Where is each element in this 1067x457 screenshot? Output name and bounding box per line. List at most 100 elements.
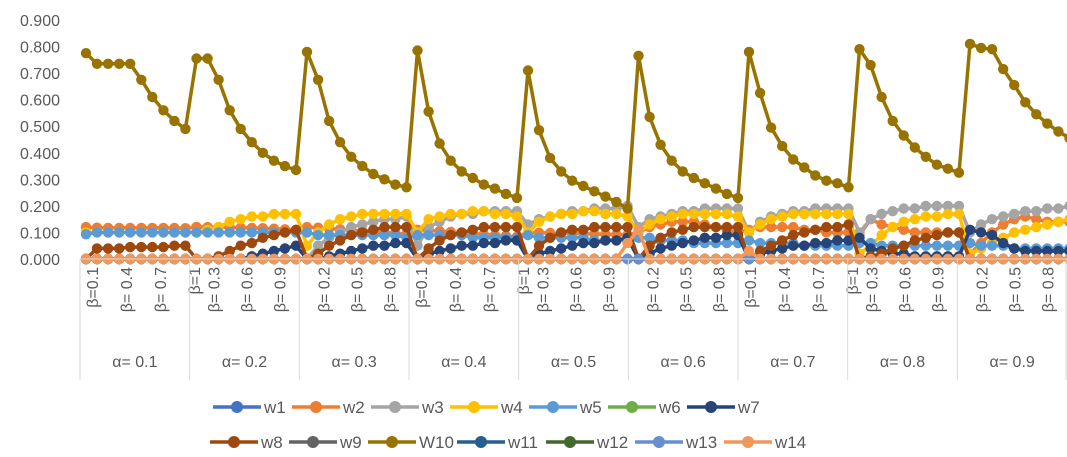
data-point — [589, 221, 600, 233]
data-point — [423, 229, 434, 241]
data-point — [710, 208, 722, 220]
data-point — [931, 229, 943, 241]
data-point — [600, 208, 611, 220]
data-point — [511, 221, 523, 233]
data-point — [810, 224, 821, 235]
data-point — [334, 214, 346, 225]
legend-label: w7 — [737, 398, 760, 417]
data-point — [765, 221, 777, 233]
data-point — [777, 221, 788, 233]
data-point — [677, 224, 688, 235]
data-point — [1053, 245, 1064, 257]
data-point — [500, 208, 512, 220]
group-label: α= 0.6 — [661, 354, 706, 371]
data-point — [799, 240, 810, 251]
group-label: α= 0.3 — [332, 354, 377, 371]
legend-label: w6 — [658, 398, 681, 417]
y-axis: 0.000 0.100 0.200 0.300 0.400 0.500 0.600 0.700… — [20, 13, 60, 269]
data-point — [500, 188, 512, 200]
data-point — [920, 232, 931, 243]
data-point — [688, 221, 699, 233]
x-axis: α= 0.1β=0.1 β= 0.4 β= 0.7 β=1α= 0.2β= 0.3 β=… — [79, 258, 1067, 380]
data-point — [765, 214, 777, 225]
data-point — [102, 227, 114, 238]
x-tick-label: β=1 — [845, 267, 862, 295]
data-point — [556, 243, 567, 254]
data-point — [677, 216, 688, 227]
x-tick-label: β= 0.4 — [448, 267, 465, 312]
data-point — [777, 140, 788, 152]
data-point — [578, 237, 589, 249]
x-tick-label: β= 0.5 — [678, 267, 695, 312]
plot-area — [80, 38, 1067, 265]
data-point — [777, 243, 788, 254]
data-point — [986, 229, 998, 241]
data-point — [843, 219, 854, 230]
data-point — [931, 200, 943, 212]
data-point — [434, 235, 445, 246]
data-point — [821, 175, 832, 186]
data-point — [622, 211, 633, 222]
x-tick-label: β= 0.3 — [207, 267, 224, 312]
data-point — [401, 237, 412, 249]
y-tick-label: 0.200 — [20, 199, 60, 216]
group-label: α= 0.1 — [112, 354, 157, 371]
data-point — [346, 151, 357, 162]
data-point — [600, 191, 611, 202]
legend: w1 w2 w3 w4 w5 w6 w7 w8 w9 W10 w11 w12 w13 w14 — [210, 398, 806, 452]
data-point — [390, 208, 401, 220]
legend-label: w2 — [342, 398, 365, 417]
data-point — [699, 221, 710, 233]
data-point — [500, 235, 512, 246]
legend-label: w5 — [579, 398, 602, 417]
data-point — [633, 50, 644, 61]
data-point — [1031, 245, 1042, 257]
data-point — [467, 232, 478, 243]
data-point — [379, 208, 390, 220]
data-point — [655, 232, 666, 243]
data-point — [777, 211, 788, 222]
data-point — [975, 227, 987, 238]
data-point — [732, 192, 744, 204]
data-point — [290, 240, 302, 251]
data-point — [257, 232, 268, 243]
data-point — [898, 130, 909, 141]
x-tick-label: β= 0.7 — [153, 267, 170, 312]
data-point — [799, 162, 810, 173]
x-tick-label: β= 0.4 — [119, 267, 136, 312]
legend-swatch-marker — [564, 436, 576, 448]
data-point — [180, 123, 191, 135]
data-point — [754, 237, 766, 249]
legend-swatch-marker — [626, 401, 638, 413]
x-tick-label: β= 0.6 — [569, 267, 586, 312]
legend-swatch-marker — [310, 401, 322, 413]
data-point — [998, 219, 1009, 230]
data-point — [467, 240, 478, 251]
data-point — [832, 221, 843, 233]
legend-item-w5: w5 — [529, 398, 602, 417]
legend-item-w13: w13 — [635, 433, 717, 452]
data-point — [743, 227, 755, 238]
data-point — [434, 245, 445, 257]
data-point — [821, 221, 832, 233]
data-point — [147, 91, 158, 103]
data-point — [478, 206, 489, 217]
data-point — [180, 240, 191, 251]
legend-item-w10: W10 — [368, 433, 454, 452]
data-point — [213, 74, 224, 86]
data-point — [279, 243, 291, 254]
legend-label: w13 — [685, 433, 717, 452]
data-point — [975, 240, 987, 251]
data-point — [964, 38, 976, 50]
data-point — [368, 208, 379, 220]
legend-swatch-marker — [389, 401, 401, 413]
legend-item-w8: w8 — [210, 433, 283, 452]
data-point — [777, 235, 788, 246]
data-point — [456, 240, 467, 251]
legend-label: w3 — [421, 398, 444, 417]
data-point — [158, 105, 169, 116]
data-point — [379, 221, 390, 233]
data-point — [390, 179, 401, 190]
data-point — [699, 208, 710, 220]
data-point — [854, 44, 865, 55]
